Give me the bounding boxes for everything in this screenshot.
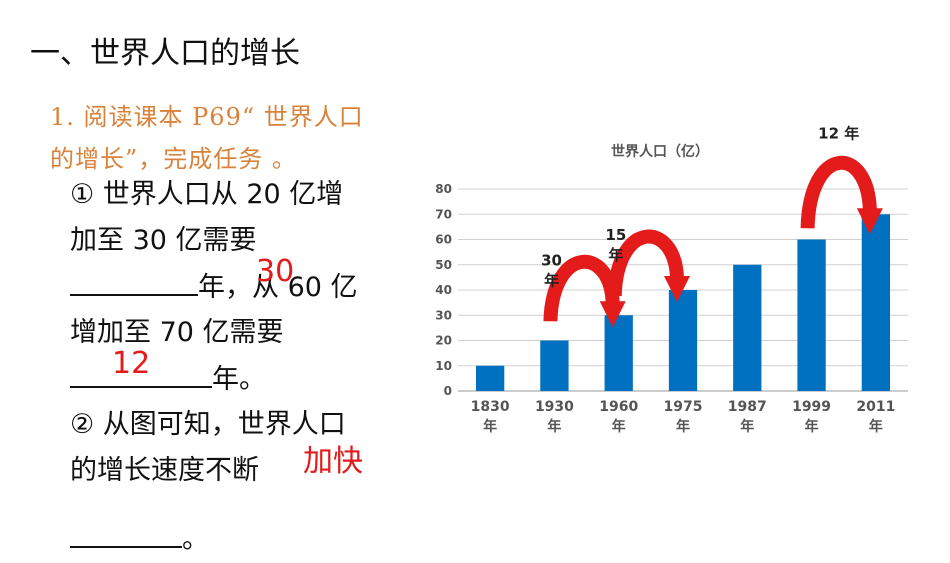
answer-1: 30	[256, 254, 295, 289]
y-tick-label: 10	[435, 359, 452, 373]
task-instruction: 1. 阅读课本 P69“ 世界人口的增长”，完成任务 。	[50, 103, 364, 173]
growth-arrowhead	[856, 208, 883, 235]
growth-arrowhead	[599, 301, 626, 328]
chart-title: 世界人口（亿）	[611, 143, 709, 160]
answer-blank-1[interactable]	[70, 264, 198, 296]
x-tick-label: 1960	[599, 399, 638, 415]
x-tick-label-unit: 年	[805, 418, 819, 435]
answer-2: 12	[112, 346, 151, 381]
x-tick-label: 1930	[535, 399, 574, 415]
bar	[668, 290, 698, 391]
bar	[604, 315, 633, 391]
x-tick-label: 1830	[471, 399, 510, 415]
growth-arrow	[800, 155, 877, 229]
q1-line3: 年，从 60 亿	[70, 264, 410, 310]
q1-line4: 增加至 70 亿需要	[70, 317, 284, 348]
chart-bars	[476, 214, 890, 391]
x-tick-label-unit: 年	[547, 418, 561, 435]
answer-blank-3[interactable]	[70, 516, 182, 548]
y-tick-label: 30	[435, 308, 452, 322]
annotation-label: 15	[605, 226, 626, 244]
chart-annotations: 30 年 15 年 12 年	[541, 124, 883, 328]
y-tick-label: 0	[444, 384, 452, 398]
bar	[733, 264, 762, 391]
growth-arrow	[607, 229, 684, 297]
growth-arrow	[543, 255, 620, 322]
bar	[540, 340, 569, 391]
bar	[476, 365, 505, 391]
answer-blank-2[interactable]	[70, 356, 212, 388]
q2-line1: ② 从图可知，世界人口	[70, 409, 346, 440]
x-tick-label: 1987	[728, 399, 767, 415]
y-axis-labels: 0 10 20 30 40 50 60 70 80	[435, 182, 452, 398]
q1-line2: 加至 30 亿需要	[70, 225, 257, 256]
growth-arrowhead	[664, 276, 690, 302]
bar	[861, 214, 890, 391]
x-tick-label: 1975	[664, 399, 703, 415]
bar	[797, 239, 826, 391]
y-tick-label: 60	[435, 233, 452, 247]
x-tick-label-unit: 年	[483, 418, 497, 435]
q2-line2: 的增长速度不断	[70, 455, 259, 486]
q2-line3: 。	[70, 516, 410, 562]
x-tick-label-unit: 年	[869, 418, 883, 435]
x-tick-label-unit: 年	[612, 418, 626, 435]
y-tick-label: 80	[435, 182, 452, 196]
slide-title: 一、世界人口的增长	[30, 36, 300, 71]
y-tick-label: 40	[435, 283, 452, 297]
annotation-label: 30	[541, 251, 562, 269]
answer-3: 加快	[303, 444, 363, 479]
annotation-label-unit: 年	[608, 246, 623, 264]
q1-line5: 年。	[70, 356, 410, 402]
x-tick-label-unit: 年	[676, 418, 690, 435]
x-tick-label: 2011	[856, 399, 895, 415]
q1-line1: ① 世界人口从 20 亿增	[70, 179, 344, 210]
y-tick-label: 20	[435, 334, 452, 348]
y-tick-label: 70	[435, 207, 452, 221]
x-tick-label-unit: 年	[740, 418, 754, 435]
population-chart: 世界人口（亿） 0 10 20 30 40 50 60 70 80 1830 年 1930 年 1960…	[435, 124, 908, 435]
annotation-label-unit: 年	[544, 271, 559, 289]
x-tick-label: 1999	[792, 399, 831, 415]
annotation-label: 12 年	[818, 124, 859, 142]
x-axis-labels: 1830 年 1930 年 1960 年 1975 年 1987 年 1999 年 2011 年	[471, 399, 896, 435]
y-tick-label: 50	[435, 258, 452, 272]
